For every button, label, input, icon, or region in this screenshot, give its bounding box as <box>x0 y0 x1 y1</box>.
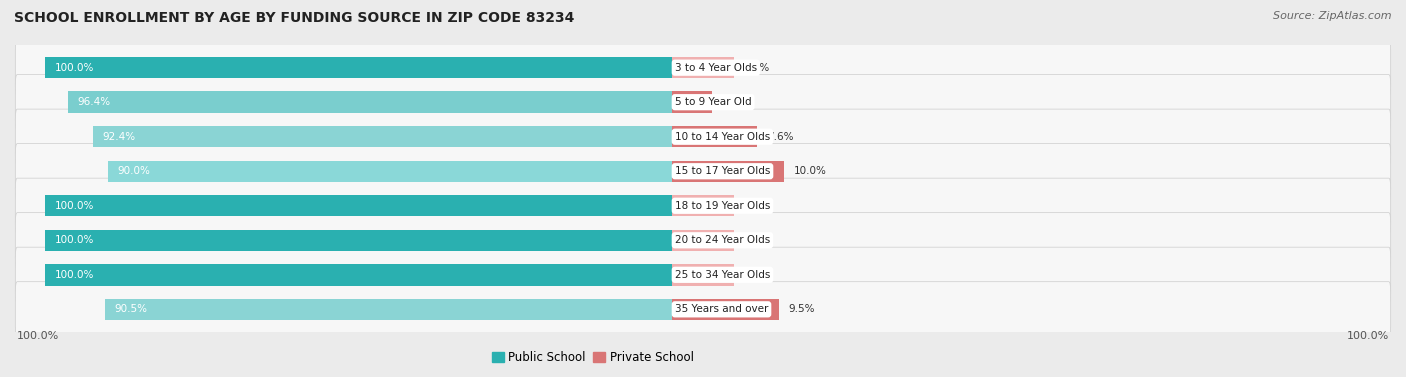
Text: 90.0%: 90.0% <box>117 166 150 176</box>
Text: 92.4%: 92.4% <box>103 132 135 142</box>
Bar <box>672 92 713 113</box>
FancyBboxPatch shape <box>15 144 1391 199</box>
Text: 10 to 14 Year Olds: 10 to 14 Year Olds <box>675 132 770 142</box>
Text: 5 to 9 Year Old: 5 to 9 Year Old <box>675 97 751 107</box>
Text: 0.0%: 0.0% <box>744 235 770 245</box>
Text: 0.0%: 0.0% <box>744 201 770 211</box>
Bar <box>672 161 785 182</box>
Bar <box>672 195 734 216</box>
FancyBboxPatch shape <box>15 40 1391 95</box>
Bar <box>45 230 672 251</box>
Text: 100.0%: 100.0% <box>17 331 59 341</box>
Text: 100.0%: 100.0% <box>55 270 94 280</box>
Bar <box>672 126 758 147</box>
FancyBboxPatch shape <box>15 75 1391 130</box>
Bar <box>67 92 672 113</box>
Text: 0.0%: 0.0% <box>744 270 770 280</box>
Text: Source: ZipAtlas.com: Source: ZipAtlas.com <box>1274 11 1392 21</box>
Text: 25 to 34 Year Olds: 25 to 34 Year Olds <box>675 270 770 280</box>
Bar <box>672 230 734 251</box>
Text: 96.4%: 96.4% <box>77 97 111 107</box>
Text: 100.0%: 100.0% <box>1347 331 1389 341</box>
Text: 100.0%: 100.0% <box>55 201 94 211</box>
Text: 20 to 24 Year Olds: 20 to 24 Year Olds <box>675 235 770 245</box>
Text: 18 to 19 Year Olds: 18 to 19 Year Olds <box>675 201 770 211</box>
Text: SCHOOL ENROLLMENT BY AGE BY FUNDING SOURCE IN ZIP CODE 83234: SCHOOL ENROLLMENT BY AGE BY FUNDING SOUR… <box>14 11 575 25</box>
Bar <box>45 195 672 216</box>
Text: 10.0%: 10.0% <box>794 166 827 176</box>
Text: 90.5%: 90.5% <box>114 304 148 314</box>
Text: 100.0%: 100.0% <box>55 235 94 245</box>
Bar <box>45 264 672 285</box>
Bar <box>105 299 672 320</box>
Text: 9.5%: 9.5% <box>789 304 814 314</box>
Bar <box>93 126 672 147</box>
Text: 3.6%: 3.6% <box>721 97 748 107</box>
Bar <box>672 264 734 285</box>
Text: 15 to 17 Year Olds: 15 to 17 Year Olds <box>675 166 770 176</box>
Text: 7.6%: 7.6% <box>766 132 793 142</box>
FancyBboxPatch shape <box>15 109 1391 164</box>
Text: 35 Years and over: 35 Years and over <box>675 304 768 314</box>
Bar <box>672 299 779 320</box>
Legend: Public School, Private School: Public School, Private School <box>488 346 699 369</box>
FancyBboxPatch shape <box>15 282 1391 337</box>
Bar <box>108 161 672 182</box>
FancyBboxPatch shape <box>15 213 1391 268</box>
Text: 3 to 4 Year Olds: 3 to 4 Year Olds <box>675 63 756 73</box>
Bar <box>45 57 672 78</box>
Text: 0.0%: 0.0% <box>744 63 770 73</box>
FancyBboxPatch shape <box>15 178 1391 233</box>
FancyBboxPatch shape <box>15 247 1391 302</box>
Text: 100.0%: 100.0% <box>55 63 94 73</box>
Bar <box>672 57 734 78</box>
